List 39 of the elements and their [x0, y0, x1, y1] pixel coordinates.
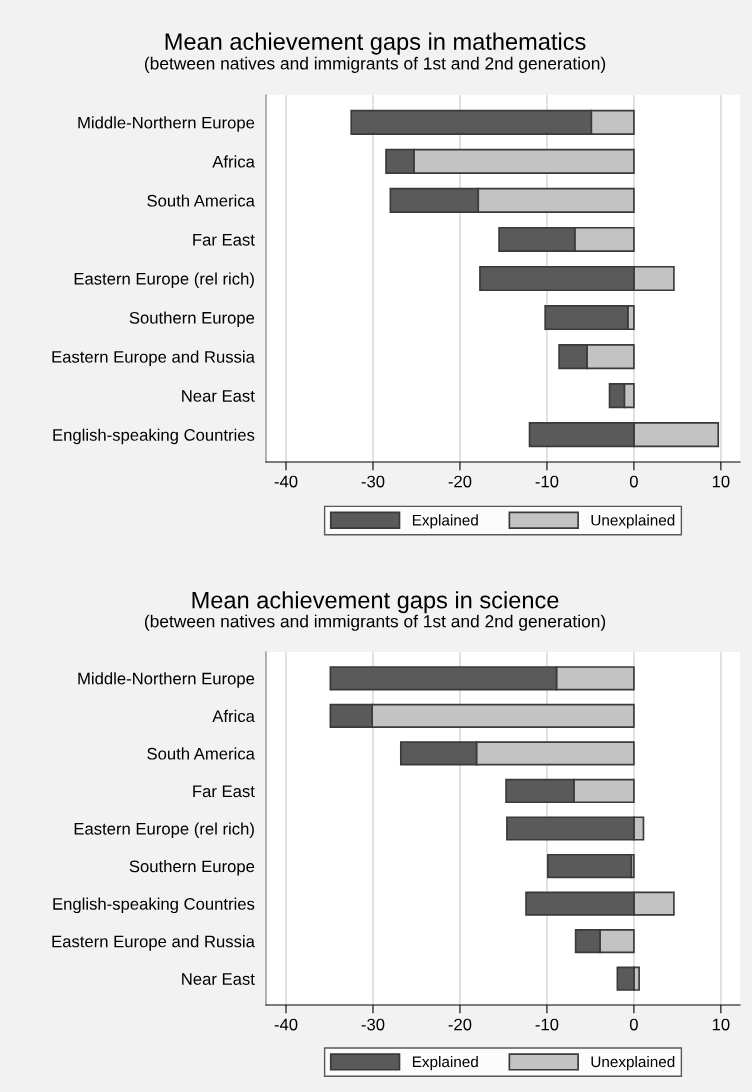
- chart-subtitle: (between natives and immigrants of 1st and 2nd generation): [144, 614, 606, 631]
- chart-title: Mean achievement gaps in mathematics: [165, 32, 586, 55]
- bar: [546, 853, 633, 879]
- x-tick-label: -40: [274, 475, 298, 488]
- y-tick-label: Eastern Europe (rel rich): [74, 272, 254, 288]
- x-tick-label: -10: [535, 475, 559, 488]
- x-tick-label: 0: [629, 1018, 638, 1031]
- y-tick-label: Africa: [212, 709, 255, 723]
- y-tick-label: South America: [147, 747, 255, 760]
- x-tick-label: -30: [361, 1018, 385, 1031]
- chart-title: Mean achievement gaps in science: [192, 591, 559, 614]
- y-tick-label: Far East: [193, 234, 255, 246]
- y-tick-label: English-speaking Countries: [53, 897, 255, 914]
- y-tick-label: Eastern Europe and Russia: [52, 350, 255, 367]
- y-tick-label: Southern Europe: [129, 860, 255, 876]
- y-tick-label: Middle-Northern Europe: [78, 672, 255, 688]
- y-tick-label: Middle-Northern Europe: [78, 116, 255, 132]
- x-tick-label: 10: [712, 1018, 730, 1031]
- x-tick-label: -40: [274, 1018, 298, 1031]
- x-tick-label: -10: [535, 1018, 559, 1031]
- x-tick-label: -20: [448, 1018, 472, 1031]
- x-tick-label: -30: [361, 475, 385, 488]
- y-tick-label: Africa: [212, 155, 255, 168]
- x-tick-label: 0: [629, 475, 638, 488]
- y-tick-label: Near East: [182, 390, 255, 402]
- y-tick-label: Far East: [193, 785, 255, 798]
- y-tick-label: Eastern Europe (rel rich): [74, 822, 254, 838]
- legend-label: Explained: [412, 514, 478, 529]
- x-tick-label: -20: [448, 475, 472, 488]
- chart-subtitle: (between natives and immigrants of 1st and 2nd generation): [144, 56, 606, 73]
- x-tick-label: 10: [712, 475, 730, 488]
- legend-label: Explained: [412, 1055, 478, 1071]
- y-tick-label: Southern Europe: [129, 311, 255, 328]
- y-tick-label: South America: [147, 194, 255, 207]
- y-tick-label: English-speaking Countries: [53, 428, 255, 445]
- legend-label: Unexplained: [591, 514, 675, 529]
- y-tick-label: Near East: [182, 973, 255, 985]
- legend-label: Unexplained: [591, 1055, 675, 1071]
- y-tick-label: Eastern Europe and Russia: [52, 935, 255, 951]
